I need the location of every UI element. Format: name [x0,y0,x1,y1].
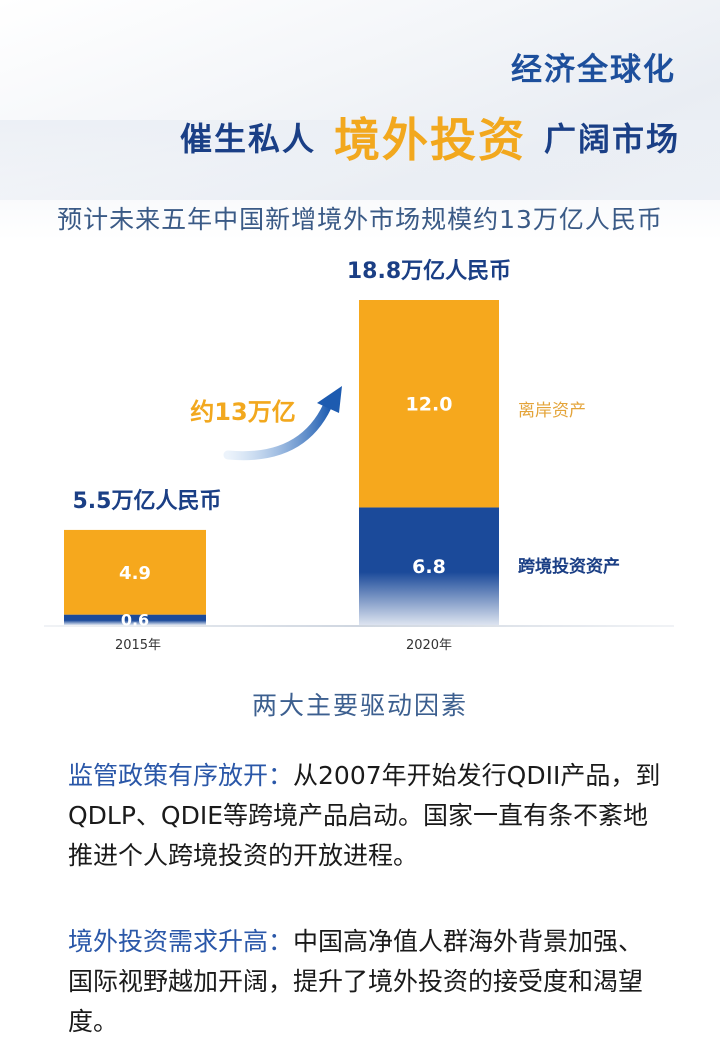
driver-1-text: 从2007年开始发行QDII产品，到QDLP、QDIE等跨境产品启动。国家一直有… [68,761,661,870]
section-title: 两大主要驱动因素 [251,691,468,720]
legend-cross-border: 跨境投资资产 [518,556,620,577]
headline-highlight: 境外投资 [333,113,526,167]
chart-subtitle: 预计未来五年中国新增境外市场规模约13万亿人民币 [57,205,663,234]
value-label-2015-offshore: 4.9 [119,563,151,584]
growth-arrowhead-icon [317,386,342,413]
value-label-2015-cross-border: 0.6 [121,611,149,630]
driver-2-lead: 境外投资需求升高： [68,927,294,956]
bar-2020-offshore [359,300,499,508]
headline-right: 广阔市场 [543,120,680,158]
x-tick-2020: 2020年 [406,638,452,653]
driver-1-lead: 监管政策有序放开： [68,761,294,790]
headline-line-2: 催生私人 境外投资 广阔市场 [0,104,680,170]
headline-left: 催生私人 [179,120,316,158]
total-label-2015: 5.5万亿人民币 [73,489,222,514]
growth-arrow-icon [223,395,335,461]
bar-2020-cross-border [359,507,499,625]
value-label-2020-offshore: 12.0 [406,394,453,416]
x-tick-2015: 2015年 [115,638,161,653]
headline-line-1: 经济全球化 [511,52,676,88]
driver-paragraph-2: 境外投资需求升高：中国高净值人群海外背景加强、国际视野越加开阔，提升了境外投资的… [68,922,668,1042]
driver-paragraph-1: 监管政策有序放开：从2007年开始发行QDII产品，到QDLP、QDIE等跨境产… [68,756,668,876]
value-label-2020-cross-border: 6.8 [412,556,446,578]
header-glow [0,120,720,240]
bar-2015-offshore [64,529,206,615]
legend-offshore: 离岸资产 [518,401,586,421]
x-axis-line [44,625,674,627]
total-label-2020: 18.8万亿人民币 [347,259,511,284]
growth-label: 约13万亿 [190,398,295,426]
stacked-bar-chart: 0.6 6.8 4.9 12.0 5.5万亿人民币 18.8万亿人民币 约13万… [44,259,674,653]
driver-2-text: 中国高净值人群海外背景加强、国际视野越加开阔，提升了境外投资的接受度和渴望度。 [68,927,644,1036]
bar-2015-cross-border [64,614,206,625]
